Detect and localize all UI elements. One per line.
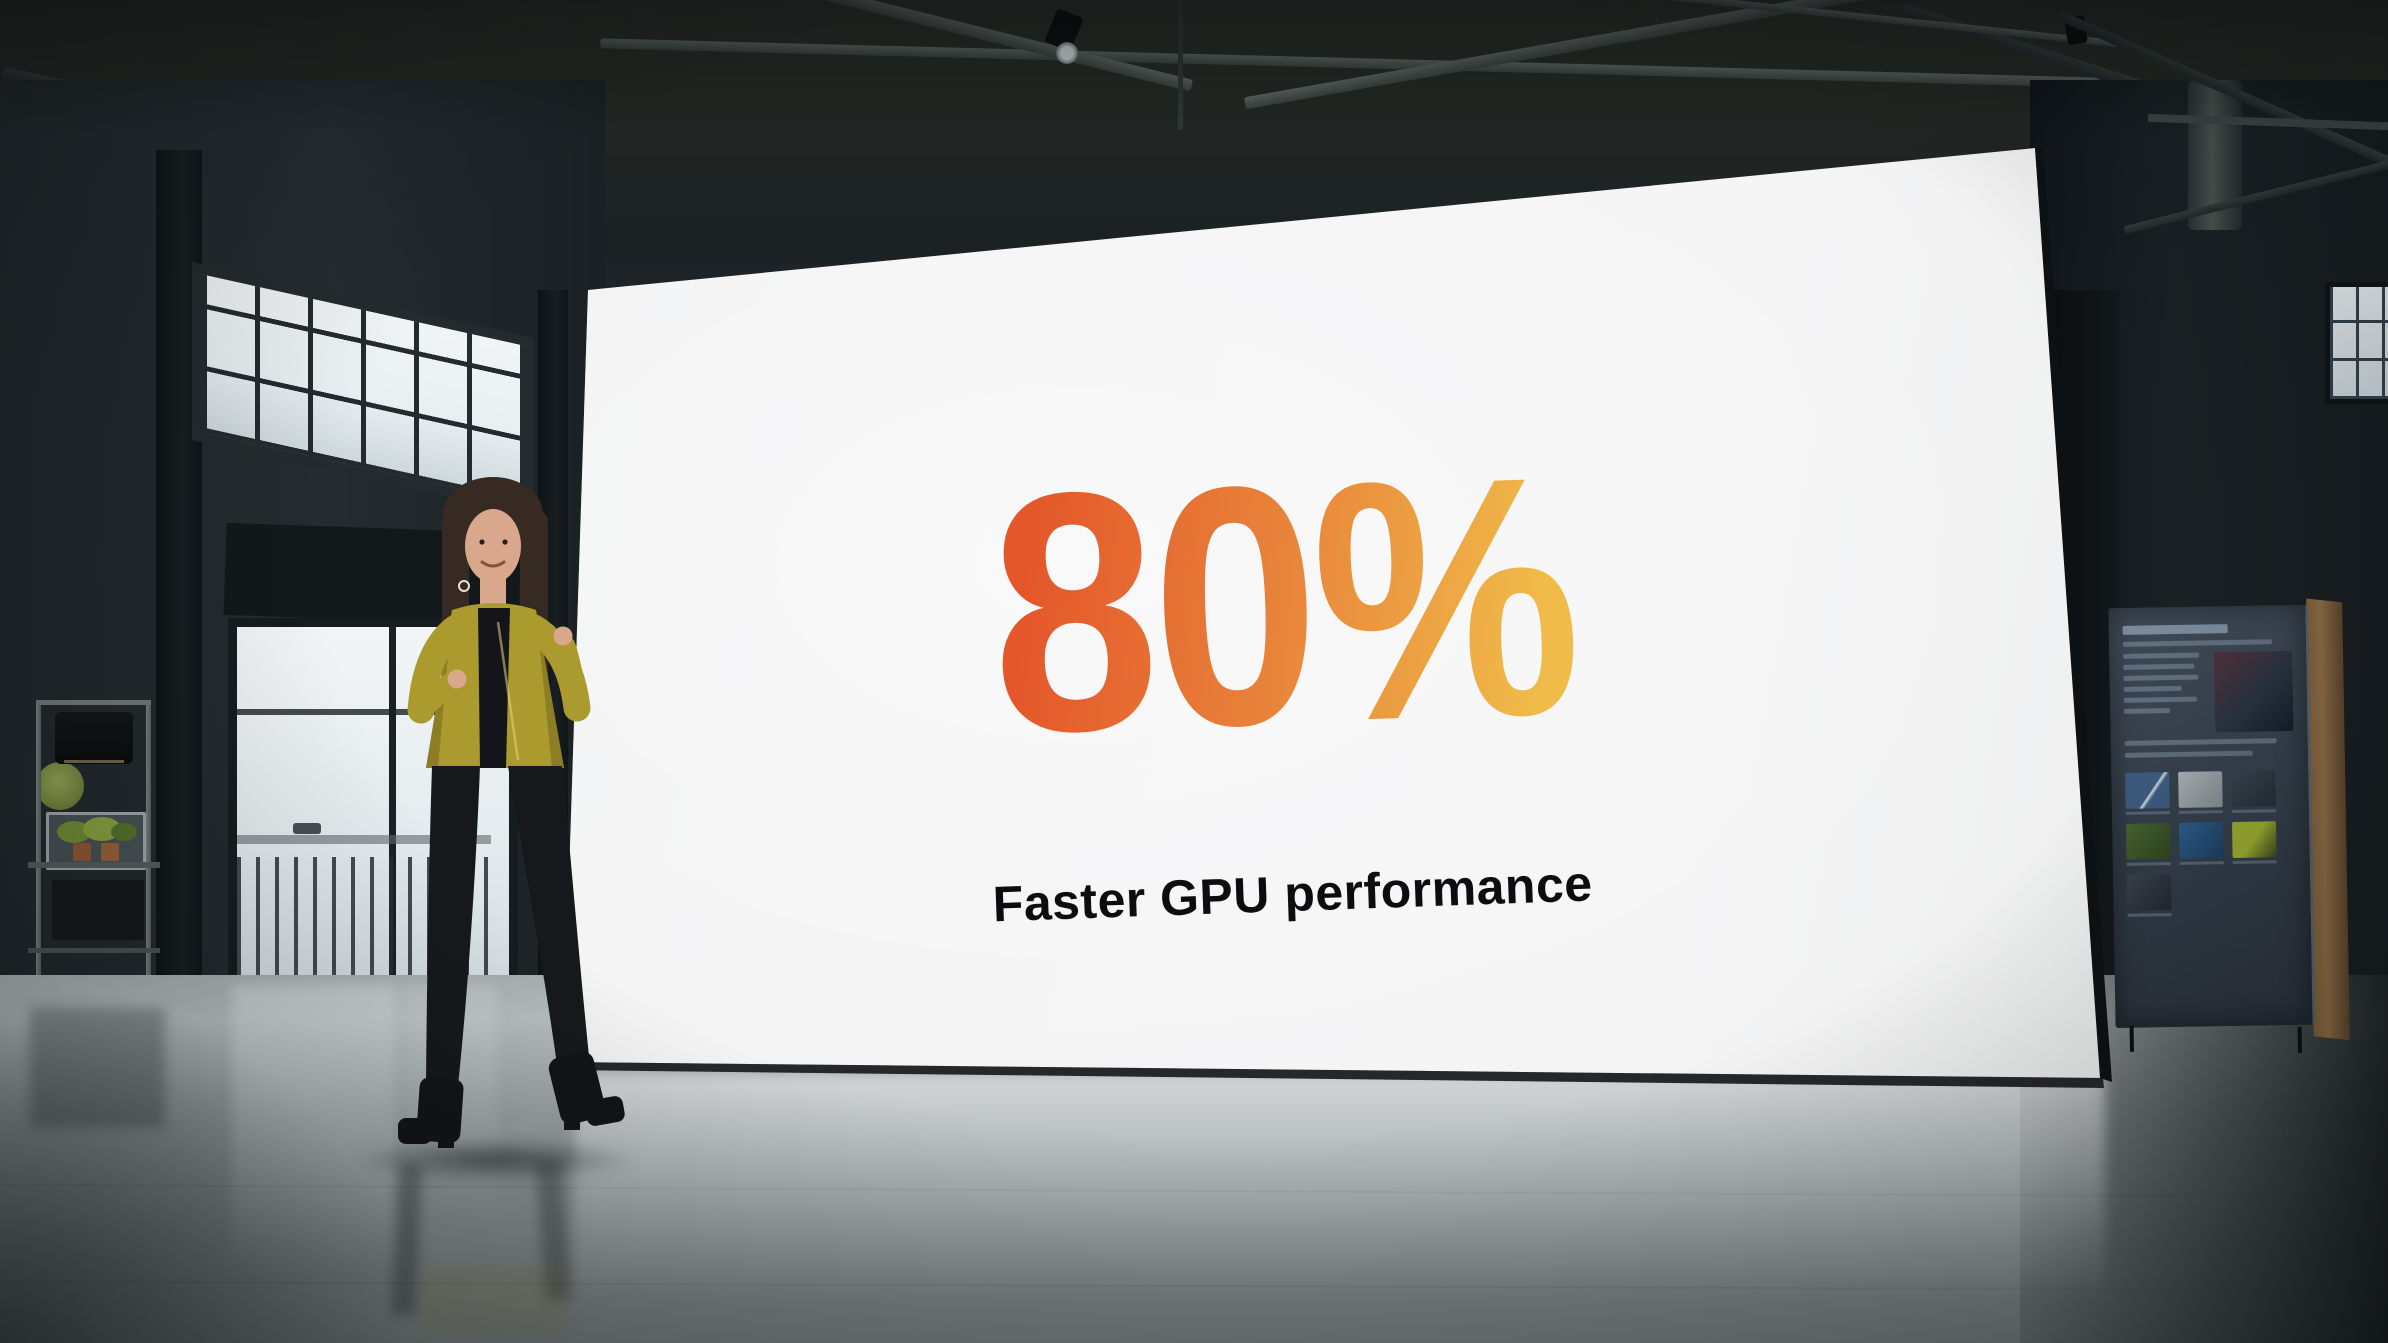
presenter-blouse bbox=[478, 608, 510, 768]
plant bbox=[57, 821, 91, 843]
presenter-jacket-zipper bbox=[496, 621, 520, 761]
plant bbox=[111, 823, 137, 841]
kiosk-title-line bbox=[2122, 624, 2228, 635]
kiosk-thumbnail bbox=[2126, 874, 2172, 917]
kiosk-thumbnail bbox=[2232, 821, 2277, 864]
lamp-glow bbox=[64, 760, 124, 763]
kiosk-body-row bbox=[2123, 650, 2294, 734]
door-transom bbox=[237, 709, 491, 715]
door-mullion bbox=[389, 627, 396, 977]
presenter-contact-shadow bbox=[350, 1138, 640, 1182]
presenter-left-boot bbox=[398, 1077, 464, 1148]
kiosk-text-line bbox=[2124, 708, 2170, 714]
distant-bridge-rail bbox=[237, 835, 491, 844]
kiosk-text-line bbox=[2123, 674, 2199, 681]
kiosk-thumbnail bbox=[2231, 770, 2276, 814]
distant-car bbox=[293, 823, 321, 834]
kiosk-text-line bbox=[2123, 652, 2200, 659]
lamp-shade bbox=[55, 712, 133, 764]
cart-cabinet bbox=[52, 880, 144, 940]
terrarium bbox=[46, 812, 146, 870]
kiosk-leg bbox=[2297, 1026, 2303, 1053]
presenter-smile bbox=[480, 560, 506, 568]
presenter-earring bbox=[458, 580, 470, 592]
spotlight-lens bbox=[1056, 42, 1078, 64]
info-kiosk bbox=[2108, 594, 2356, 1053]
kiosk-thumbnail bbox=[2125, 772, 2170, 815]
presenter bbox=[398, 477, 625, 1148]
screen-floor-reflection bbox=[575, 1075, 2105, 1300]
cart-post-right bbox=[146, 703, 151, 1008]
presenter-face bbox=[465, 509, 521, 583]
kiosk-leg bbox=[2129, 1025, 2134, 1052]
plant-pot bbox=[73, 843, 91, 861]
small-right-window bbox=[2325, 282, 2388, 404]
presenter-left-hand bbox=[447, 669, 467, 689]
presenter-jacket-reflection bbox=[420, 1265, 570, 1335]
presenter-right-forearm bbox=[554, 635, 588, 719]
kiosk-thumbnail bbox=[2179, 822, 2224, 865]
presenter-eye bbox=[502, 539, 508, 545]
sign-logo-circle bbox=[36, 762, 84, 810]
kiosk-text-line bbox=[2124, 738, 2277, 746]
presenter-right-hand bbox=[553, 626, 573, 646]
kiosk-text-line bbox=[2124, 750, 2254, 758]
kiosk-text-line bbox=[2122, 639, 2272, 647]
kiosk-text-line bbox=[2123, 685, 2182, 692]
light-hanger-rod bbox=[1178, 0, 1183, 130]
presenter-left-leg bbox=[426, 766, 480, 1086]
slide-subtitle: Faster GPU performance bbox=[991, 855, 1594, 933]
slide-headline: 80% bbox=[984, 404, 1581, 806]
presenter-right-leg bbox=[508, 766, 590, 1072]
presenter-eye bbox=[479, 539, 485, 545]
kiosk-text-line bbox=[2123, 663, 2194, 670]
presenter-right-boot bbox=[548, 1051, 625, 1130]
kiosk-thumbnail bbox=[2178, 771, 2223, 814]
kiosk-feature-image bbox=[2214, 650, 2294, 733]
cart-floor-reflection bbox=[30, 1008, 165, 1128]
cart-post-left bbox=[36, 703, 41, 1008]
cart-glass-shelf bbox=[28, 862, 160, 868]
cart-lower-shelf bbox=[28, 948, 160, 953]
kiosk-text-column bbox=[2123, 652, 2207, 733]
slide-content: 80% Faster GPU performance bbox=[842, 404, 1729, 938]
kiosk-thumbnail-grid bbox=[2125, 770, 2296, 917]
kiosk-text-line bbox=[2123, 696, 2197, 703]
plant-pot bbox=[101, 843, 119, 861]
cart-top-rail bbox=[36, 700, 151, 705]
presenter-left-forearm bbox=[410, 673, 460, 721]
kiosk-screen-panel bbox=[2108, 604, 2316, 1029]
kiosk-thumbnail bbox=[2126, 823, 2171, 866]
